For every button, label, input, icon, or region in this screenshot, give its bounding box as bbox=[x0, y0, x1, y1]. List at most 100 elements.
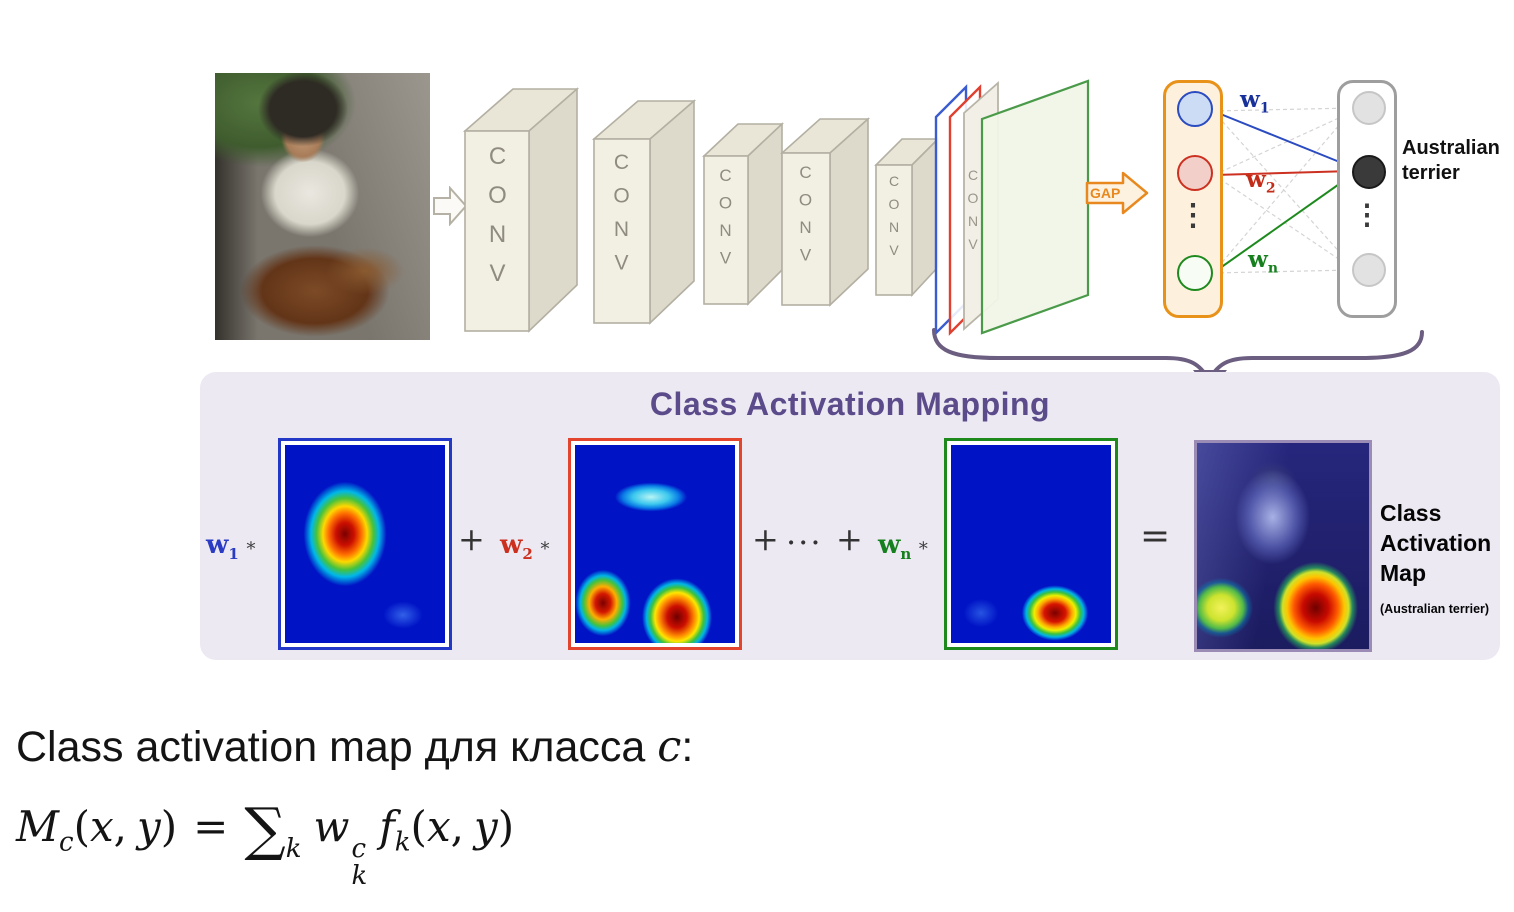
formula-rparen-2: ) bbox=[497, 802, 515, 851]
caption-text: Class activation map для класса bbox=[16, 723, 646, 771]
wn-sub: n bbox=[1267, 260, 1278, 277]
term-wn: wn ∗ bbox=[878, 530, 930, 563]
w1-sub: 1 bbox=[1259, 100, 1270, 117]
w1-connection bbox=[1212, 110, 1353, 168]
heatmap-1-frame bbox=[278, 438, 452, 650]
heatmap-n-frame bbox=[944, 438, 1118, 650]
conv-block-4-shape bbox=[779, 117, 871, 307]
formula-lparen-1: ( bbox=[73, 802, 90, 851]
conv-block-4: CONV bbox=[779, 113, 874, 309]
conv-face-side bbox=[528, 87, 578, 333]
dashed-connection bbox=[1212, 269, 1353, 274]
formula-f: f bbox=[379, 802, 395, 851]
cam-panel: Class Activation Mapping w1 ∗ + w2 ∗ + ...… bbox=[200, 372, 1500, 660]
conv-face-front bbox=[703, 155, 749, 305]
formula-lparen-2: ( bbox=[410, 802, 427, 851]
formula-y-1: y bbox=[137, 802, 161, 851]
feature-plane-green bbox=[980, 79, 1090, 335]
result-line-1: Class bbox=[1380, 500, 1442, 526]
formula-M-sub: c bbox=[59, 827, 74, 858]
gap-node-red bbox=[1177, 155, 1213, 191]
vector-ellipsis: ⋮ bbox=[1353, 199, 1381, 230]
formula-comma-2: , bbox=[450, 802, 464, 851]
formula-f-sub: k bbox=[394, 827, 411, 858]
gap-arrow: GAP bbox=[1085, 171, 1149, 215]
w1-base: w bbox=[1240, 86, 1260, 113]
class-line-1: Australian bbox=[1402, 137, 1500, 159]
gap-vector-box: ⋮ bbox=[1163, 80, 1223, 318]
conv-block-5: CONV bbox=[874, 133, 942, 299]
term-w2-sub: 2 bbox=[522, 545, 533, 564]
formula-equals: = bbox=[193, 802, 229, 851]
conv-label: CONV bbox=[796, 163, 815, 273]
conv-block-1-shape bbox=[462, 87, 580, 333]
conv-block-1: CONV bbox=[462, 83, 593, 335]
plus-sign-3: + bbox=[836, 520, 863, 558]
conv-face-side bbox=[747, 122, 783, 306]
feature-maps-shape bbox=[934, 79, 1090, 336]
w2-connection bbox=[1213, 170, 1353, 176]
asterisk-operator: ∗ bbox=[244, 535, 258, 556]
formula-y-2: y bbox=[473, 802, 498, 851]
conv-block-2: CONV bbox=[591, 93, 702, 327]
conv-face-side bbox=[829, 117, 869, 307]
gap-label: GAP bbox=[1090, 185, 1120, 201]
formula-comma-1: , bbox=[113, 802, 128, 851]
weight-w2-label: w2 bbox=[1246, 166, 1276, 197]
predicted-class-label: Australian terrier bbox=[1402, 136, 1500, 186]
asterisk-operator: ∗ bbox=[538, 535, 552, 556]
wn-connection bbox=[1212, 174, 1353, 274]
input-photo bbox=[215, 73, 430, 340]
term-w1-sub: 1 bbox=[228, 545, 239, 564]
vector-ellipsis: ⋮ bbox=[1178, 199, 1208, 232]
conv-block-2-shape bbox=[591, 99, 697, 325]
conv-block-3-shape bbox=[701, 122, 785, 306]
equals-sign: = bbox=[1140, 516, 1171, 557]
feature-maps: CONV bbox=[930, 73, 1105, 339]
formula-sum-sub: k bbox=[285, 834, 302, 864]
formula-M: M bbox=[16, 802, 60, 851]
gap-node-green bbox=[1177, 255, 1213, 291]
heatmap-2 bbox=[575, 445, 735, 643]
formula-w: w bbox=[313, 802, 350, 851]
w2-base: w bbox=[1246, 166, 1266, 193]
conv-face-front bbox=[593, 138, 651, 324]
cam-result-frame bbox=[1194, 440, 1372, 652]
formula-w-sub: k bbox=[351, 860, 368, 891]
output-node-gray-bottom bbox=[1352, 253, 1386, 287]
caption-colon: : bbox=[681, 723, 694, 771]
cam-result-image bbox=[1197, 443, 1369, 649]
conv-label: CONV bbox=[965, 167, 981, 259]
weight-wn-label: wn bbox=[1248, 246, 1278, 277]
dashed-connection bbox=[1212, 109, 1353, 274]
formula-x-1: x bbox=[89, 802, 114, 851]
conv-face-front bbox=[781, 152, 831, 306]
output-node-black bbox=[1352, 155, 1386, 189]
cam-result-label: Class Activation Map (Australian terrier… bbox=[1380, 498, 1491, 624]
result-line-3: Map bbox=[1380, 560, 1426, 586]
wn-base: w bbox=[1248, 246, 1268, 273]
plus-sign-1: + bbox=[458, 520, 485, 558]
dashed-connection bbox=[1213, 111, 1353, 176]
formula-w-sup: c bbox=[351, 834, 367, 864]
ellipsis: ... bbox=[786, 514, 823, 552]
cam-formula: Mc(x, y) = ∑k w c k fk(x, y) bbox=[16, 800, 514, 889]
result-line-2: Activation bbox=[1380, 530, 1492, 556]
term-w2: w2 ∗ bbox=[500, 530, 551, 563]
weight-w1-label: w1 bbox=[1240, 86, 1270, 117]
plus-sign-2: + bbox=[752, 520, 779, 558]
conv-face-side bbox=[649, 99, 695, 325]
input-arrow-shape bbox=[433, 186, 468, 226]
dashed-connection bbox=[1212, 107, 1353, 112]
caption-class-var: c bbox=[657, 722, 682, 772]
heatmap-2-frame bbox=[568, 438, 742, 650]
conv-label: CONV bbox=[716, 166, 735, 276]
heatmap-n bbox=[951, 445, 1111, 643]
gap-arrow-shape bbox=[1085, 171, 1149, 215]
conv-face-front bbox=[464, 130, 530, 332]
gap-node-blue bbox=[1177, 91, 1213, 127]
fc-connections bbox=[1212, 107, 1353, 274]
w2-sub: 2 bbox=[1265, 180, 1276, 197]
formula-sum: ∑ bbox=[244, 795, 286, 863]
